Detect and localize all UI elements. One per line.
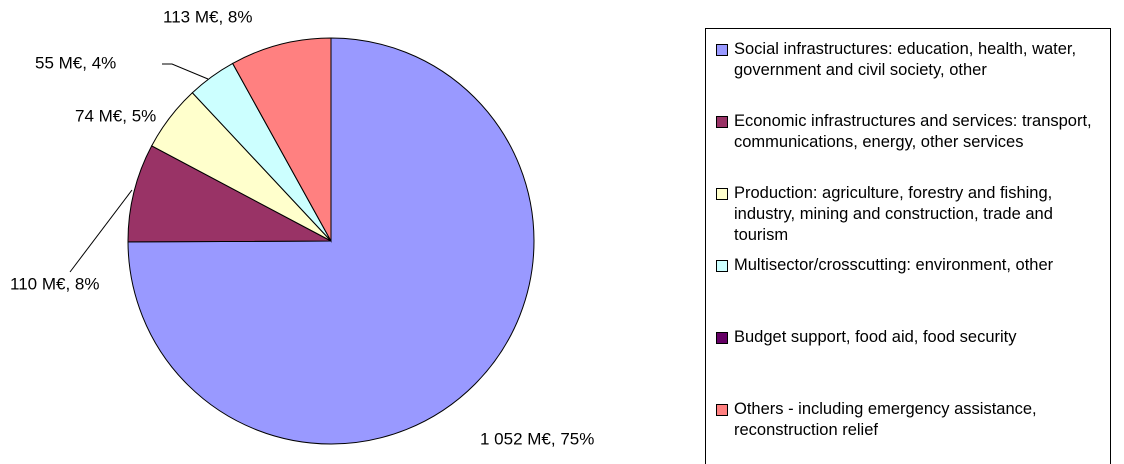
leader-line — [162, 63, 209, 80]
data-label: 113 M€, 8% — [163, 7, 252, 26]
legend-swatch — [716, 260, 728, 272]
legend-label: Economic infrastructures and services: t… — [734, 112, 1092, 151]
legend-label: Production: agriculture, forestry and fi… — [734, 184, 1053, 244]
legend-swatch — [716, 332, 728, 344]
legend-label: Budget support, food aid, food security — [734, 328, 1017, 346]
data-label: 55 M€, 4% — [35, 53, 116, 72]
legend-swatch — [716, 116, 728, 128]
data-label: 74 M€, 5% — [75, 106, 156, 125]
legend-swatch — [716, 188, 728, 200]
legend-label: Others - including emergency assistance,… — [734, 400, 1037, 439]
data-label: 110 M€, 8% — [10, 274, 99, 293]
pie-slice — [231, 37, 332, 243]
legend-label: Multisector/crosscutting: environment, o… — [734, 256, 1054, 274]
data-label: 1 052 M€, 75% — [480, 429, 594, 448]
legend-label: Social infrastructures: education, healt… — [734, 40, 1077, 79]
pie-slice — [127, 145, 332, 243]
chart: 1 052 M€, 75% 110 M€, 8% 74 M€, 5% 55 M€, 4… — [10, 7, 594, 448]
legend-swatch — [716, 44, 728, 56]
leader-line — [69, 189, 133, 273]
legend-swatch — [716, 404, 728, 416]
legend: Social infrastructures: education, healt… — [705, 28, 1111, 464]
